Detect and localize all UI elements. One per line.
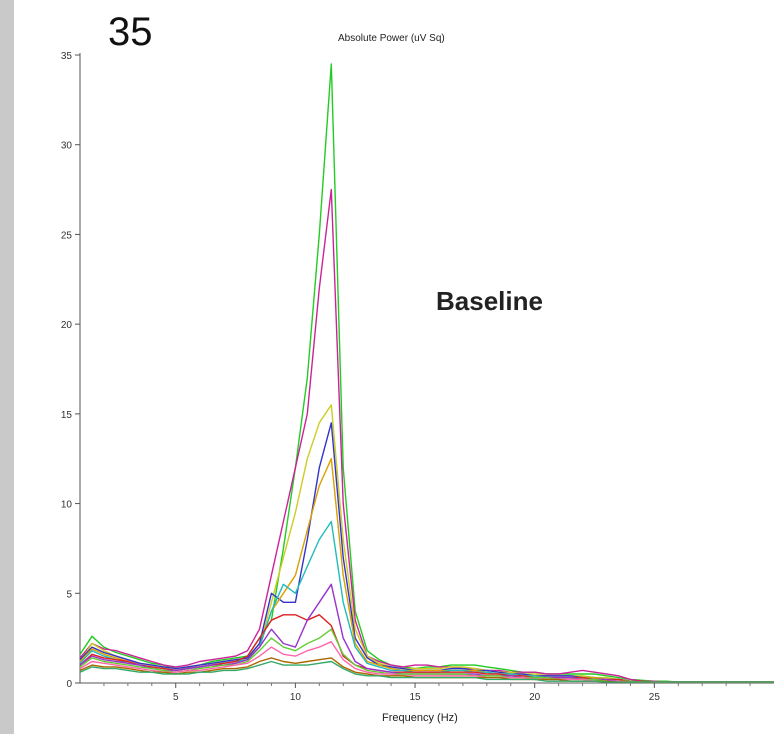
y-tick-label: 15: [61, 410, 73, 421]
series-line-1: [79, 63, 774, 683]
series-line-12: [79, 660, 774, 683]
x-tick-label: 25: [649, 692, 661, 703]
y-tick-label: 0: [66, 679, 72, 690]
x-axis-label: Frequency (Hz): [382, 712, 458, 724]
chart-series-layer: [79, 63, 774, 683]
baseline-annotation: Baseline: [436, 286, 543, 316]
x-tick-label: 15: [409, 692, 421, 703]
chart-axes: 0 5 10 15 20 25 30 35 5 10 15 20 25: [61, 51, 774, 703]
series-line-7: [79, 614, 774, 683]
y-tick-label: 20: [61, 320, 73, 331]
series-line-10: [79, 641, 774, 683]
y-tick-label: 25: [61, 230, 73, 241]
x-tick-label: 10: [290, 692, 302, 703]
series-line-2: [79, 188, 774, 683]
big-number-label: 35: [108, 10, 153, 54]
series-line-5: [79, 458, 774, 683]
left-border-bar: [0, 0, 14, 734]
chart-title: Absolute Power (uV Sq): [338, 33, 445, 44]
x-tick-label: 5: [173, 692, 179, 703]
series-line-6: [79, 520, 774, 683]
y-tick-label: 10: [61, 500, 73, 511]
y-tick-label: 35: [61, 51, 73, 62]
x-tick-label: 20: [529, 692, 541, 703]
y-tick-label: 30: [61, 141, 73, 152]
y-tick-label: 5: [66, 589, 72, 600]
series-line-3: [79, 404, 774, 683]
series-line-4: [79, 422, 774, 683]
